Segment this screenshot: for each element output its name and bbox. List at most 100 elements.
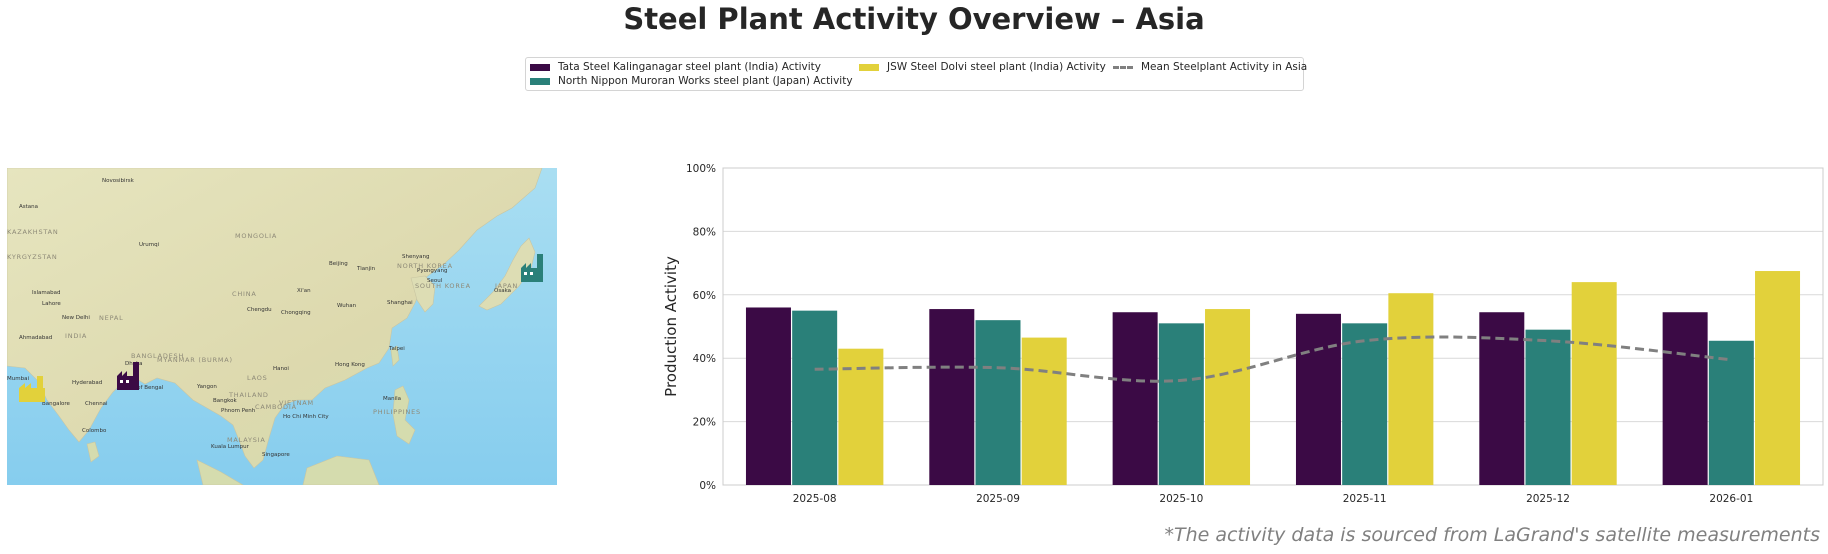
map-landmass-borneo [302,455,380,485]
x-tick-label: 2025-10 [1159,493,1203,505]
bar-2025-10-1 [1158,323,1204,485]
map-landmass-philippines [392,385,416,445]
legend-item-mean: Mean Steelplant Activity in Asia [1113,61,1307,73]
legend-swatch-tata [530,63,550,71]
chart-legend: Tata Steel Kalinganagar steel plant (Ind… [525,57,1307,91]
legend-label-nippon: North Nippon Muroran Works steel plant (… [558,75,853,87]
x-tick-label: 2025-12 [1526,493,1570,505]
map-label: VIETNAM [279,399,314,407]
mean-activity-line [814,335,1732,383]
y-tick-label: 40% [693,353,716,365]
map-label: Ahmadabad [19,335,52,341]
map-label: THAILAND [228,391,269,399]
y-axis-ticks: 0% 20% 40% 60% 80% 100% [686,163,716,492]
legend-dash-mean [1113,65,1133,69]
map-landmass-asia [7,168,543,469]
map-label: Phnom Penh [221,408,256,414]
map-landmass-korea [410,275,436,313]
legend-label-mean: Mean Steelplant Activity in Asia [1141,61,1308,73]
y-tick-label: 0% [699,480,716,492]
map-label: Beijing [329,261,348,267]
map-label: NEPAL [99,314,124,322]
map-label: Chengdu [247,307,272,313]
bar-2025-11-1 [1342,323,1388,485]
map-label: Wuhan [337,303,357,309]
legend-label-tata: Tata Steel Kalinganagar steel plant (Ind… [558,61,821,73]
bar-2025-12-2 [1571,282,1617,485]
legend-item-nippon: North Nippon Muroran Works steel plant (… [530,75,853,87]
map-label: Shanghai [387,300,413,306]
map-label: Shenyang [402,254,429,260]
x-axis-ticks: 2025-08 2025-09 2025-10 2025-11 2025-12 2026-… [793,493,1754,505]
map-label: KYRGYZSTAN [7,253,58,261]
map-label: Seoul [427,278,443,284]
map-label: Mumbai [7,376,29,382]
map-label: Chennai [85,401,108,407]
grid-layer [723,167,1823,486]
map-label: BANGLADESH [131,352,184,360]
bar-2025-12-1 [1525,329,1571,485]
activity-chart: 0% 20% 40% 60% 80% 100% 2025-08 2025-09 2025-10… [660,150,1828,509]
map-landmass-sumatra [196,459,244,485]
map-label: Manila [383,396,401,402]
map-label: Tianjin [356,266,376,272]
map-label: Astana [19,204,38,210]
bar-2025-08-0 [745,307,791,485]
bar-2026-01-2 [1755,271,1801,485]
map-label: PHILIPPINES [373,408,421,416]
factory-icon [19,388,45,402]
map-label: Kuala Lumpur [211,444,250,450]
map-label: Pyongyang [417,268,448,274]
map-label: Bay of Bengal [125,385,164,391]
map-label: New Delhi [62,315,90,321]
y-axis-label: Production Activity [662,256,680,397]
map-label: MYANMAR (BURMA) [157,356,233,364]
y-tick-label: 20% [693,417,716,429]
map-labels: Novosibirsk Astana KAZAKHSTAN KYRGYZSTAN Uru… [7,178,518,458]
line-layer [814,335,1732,383]
bar-2025-10-2 [1205,309,1251,485]
map-label: Hong Kong [335,362,365,368]
bar-2025-11-2 [1388,293,1434,485]
map-landmass-taiwan [390,345,400,367]
map-label: MALAYSIA [227,436,266,444]
map-label: CAMBODIA [255,403,297,411]
map-label: LAOS [247,374,268,382]
bar-2026-01-0 [1662,312,1708,485]
map-label: JAPAN [494,282,518,290]
map-marker-nippon [521,254,543,282]
y-tick-label: 100% [686,163,716,175]
map-label: MONGOLIA [235,232,277,240]
x-tick-label: 2025-11 [1343,493,1387,505]
map-label: Taipei [388,346,405,352]
bar-2025-10-0 [1112,312,1158,485]
map-label: Xi'an [297,288,311,294]
map-landmass-japan [478,237,536,311]
map-label: Hyderabad [72,380,102,386]
page-title: Steel Plant Activity Overview – Asia [623,2,1205,36]
y-tick-label: 80% [693,226,716,238]
bar-2025-11-0 [1295,313,1341,485]
footer-note: *The activity data is sourced from LaGra… [1164,524,1820,546]
bar-2026-01-1 [1708,340,1754,485]
map-label: Colombo [82,428,107,434]
bar-2025-09-0 [929,309,975,485]
map-label: Urumqi [139,242,160,248]
map-label: Ho Chi Minh City [283,414,329,420]
bar-2025-08-2 [838,348,884,485]
bar-2025-12-0 [1479,312,1525,485]
x-tick-label: 2025-09 [976,493,1020,505]
x-tick-label: 2026-01 [1709,493,1753,505]
legend-item-jsw: JSW Steel Dolvi steel plant (India) Acti… [859,61,1106,73]
bar-2025-09-2 [1021,337,1067,485]
map-label: Bangalore [42,401,71,407]
map-marker-jsw [19,376,45,402]
map-landmass-srilanka [86,441,100,463]
map-label: Lahore [42,301,61,307]
map-label: Islamabad [32,290,60,296]
map-label: NORTH KOREA [397,262,453,270]
map-label: Novosibirsk [102,178,135,184]
map-label: Chongqing [281,310,311,316]
legend-item-tata: Tata Steel Kalinganagar steel plant (Ind… [530,61,821,73]
map-label: CHINA [232,290,257,298]
